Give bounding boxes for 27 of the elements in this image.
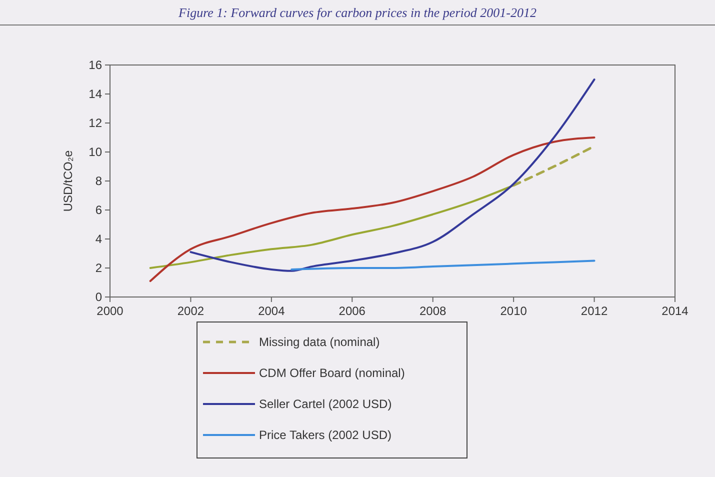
y-tick-label: 14 <box>88 87 102 102</box>
line-series <box>149 136 596 282</box>
legend-label: CDM Offer Board (nominal) <box>259 366 405 380</box>
y-tick-label: 6 <box>95 203 102 218</box>
x-tick-label: 2012 <box>580 304 608 318</box>
y-tick-label: 10 <box>88 145 102 160</box>
y-tick-label: 8 <box>95 174 102 188</box>
x-tick-label: 2010 <box>500 304 528 318</box>
legend-label: Price Takers (2002 USD) <box>259 428 392 442</box>
y-tick-label: 0 <box>95 290 102 304</box>
chart-title: Figure 1: Forward curves for carbon prices in the period 2001-2012 <box>178 5 537 20</box>
x-tick-label: 2014 <box>662 304 689 318</box>
line-series <box>190 78 596 272</box>
x-tick-label: 2008 <box>420 304 447 318</box>
x-tick-label: 2004 <box>258 304 286 318</box>
x-tick-label: 2002 <box>177 304 204 318</box>
y-tick-label: 2 <box>95 261 102 276</box>
line-series <box>149 184 515 269</box>
line-series <box>290 260 596 270</box>
x-tick-label: 2006 <box>338 304 366 318</box>
legend-label: Seller Cartel (2002 USD) <box>259 397 392 412</box>
y-tick-label: 16 <box>88 58 102 72</box>
legend-label: Missing data (nominal) <box>259 335 380 350</box>
y-tick-label: 4 <box>95 232 102 246</box>
y-tick-label: 12 <box>88 116 102 130</box>
y-axis-title: USD/tCO₂e <box>61 150 75 212</box>
x-tick-label: 2000 <box>96 304 124 318</box>
